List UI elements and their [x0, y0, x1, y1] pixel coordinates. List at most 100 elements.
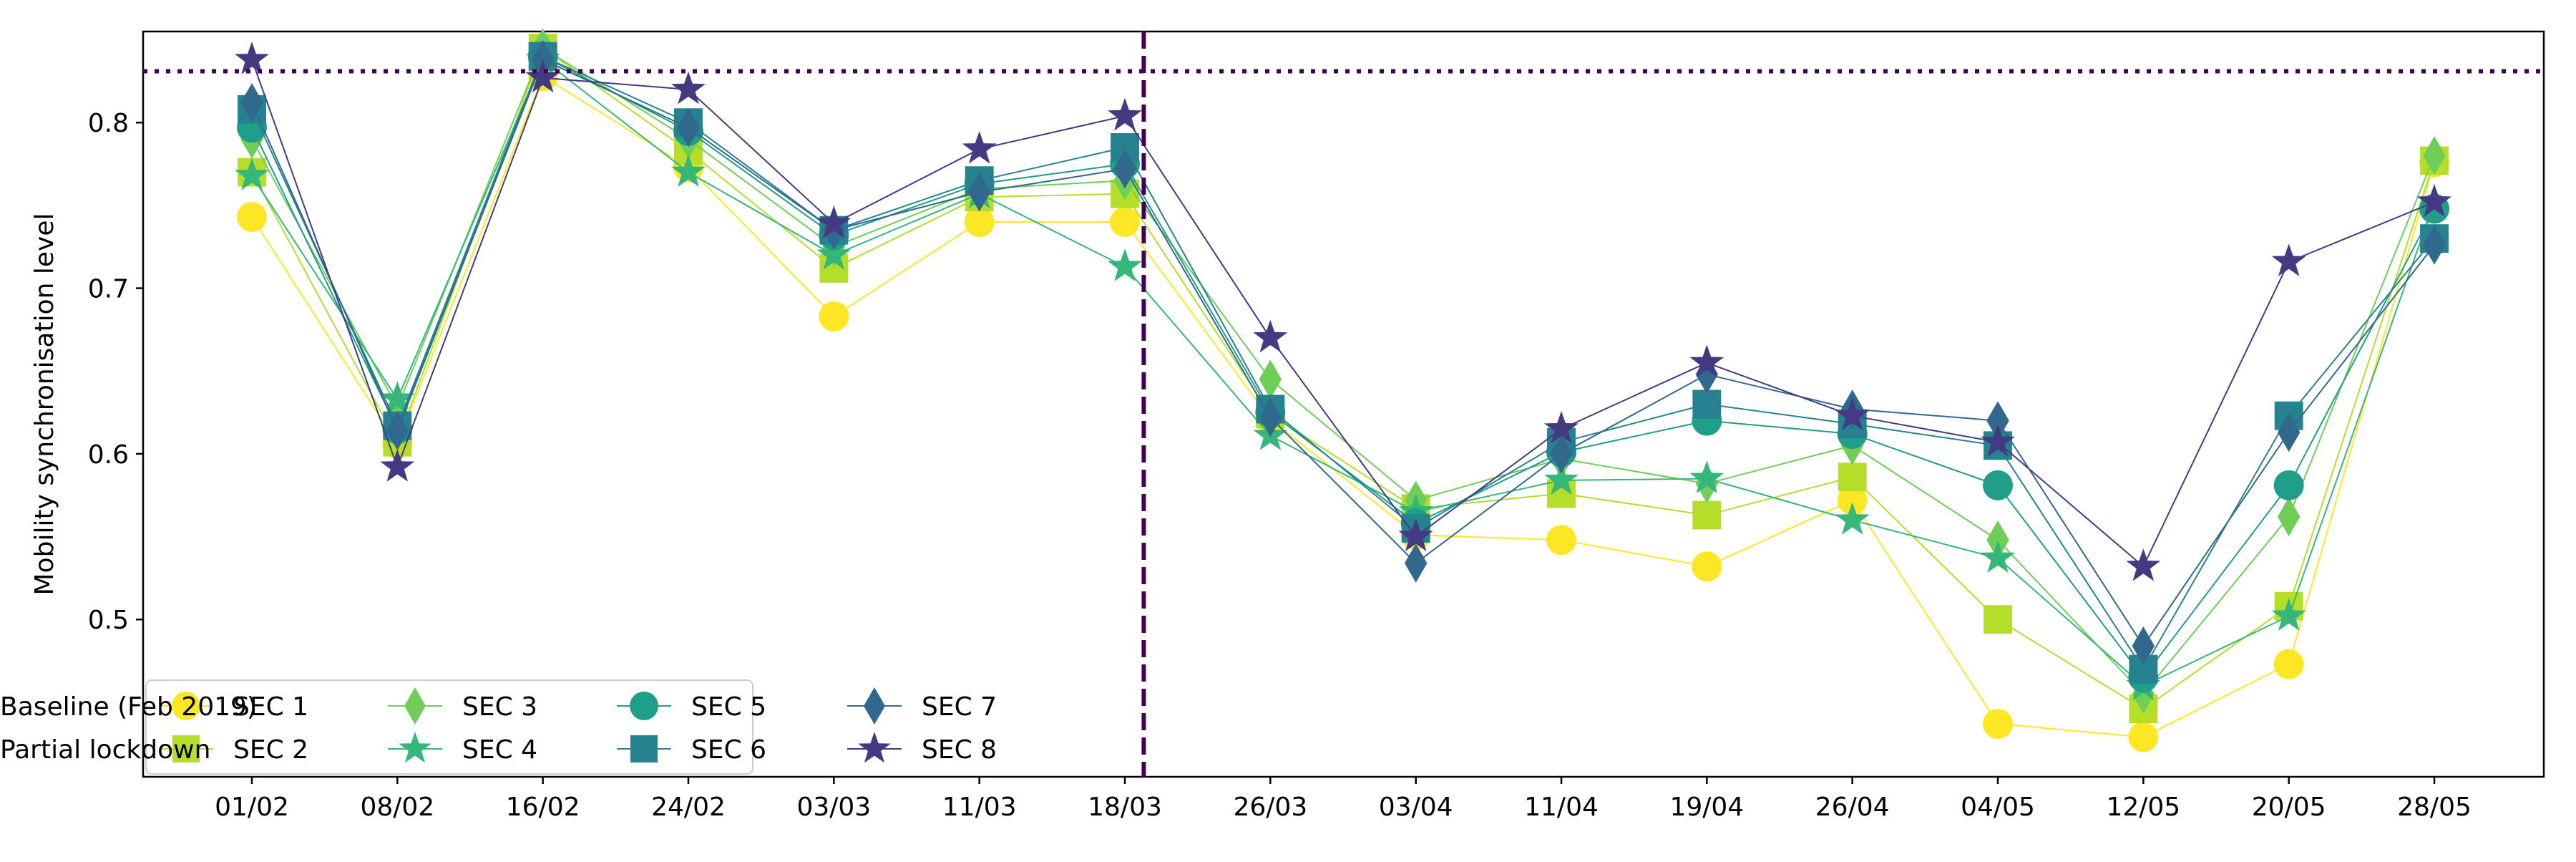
data-point [1110, 207, 1140, 238]
series-line [251, 58, 2435, 648]
data-point [1398, 518, 1433, 551]
data-point [1546, 525, 1576, 556]
legend-item: Baseline (Feb 2019) [0, 692, 257, 722]
series-line [251, 59, 2435, 568]
data-point [1981, 540, 2015, 573]
data-point [1544, 462, 1579, 495]
data-point [1984, 605, 2012, 634]
data-point [2126, 548, 2161, 581]
series-5 [237, 41, 2449, 693]
legend-item: SEC 5 [617, 692, 766, 722]
x-tick-label: 20/05 [2252, 793, 2326, 822]
series-line [251, 55, 2435, 671]
data-point [671, 154, 706, 187]
data-point [1692, 389, 1722, 419]
legend-label: SEC 4 [462, 735, 537, 765]
data-point [1259, 397, 1282, 437]
data-point [1983, 470, 2013, 500]
x-tick-label: 03/03 [796, 793, 871, 822]
legend-item: SEC 6 [617, 735, 766, 765]
legend-marker [399, 732, 431, 763]
x-tick-label: 26/04 [1815, 793, 1890, 822]
data-point [2128, 722, 2159, 752]
data-point [1835, 397, 1870, 431]
legend-label: Baseline (Feb 2019) [0, 692, 257, 722]
legend-item: SEC 1 [159, 692, 308, 722]
data-point [2271, 598, 2306, 631]
data-point [819, 301, 849, 331]
series-1 [237, 61, 2449, 752]
data-point [1550, 434, 1573, 474]
x-tick-label: 11/03 [942, 793, 1017, 822]
data-point [1986, 401, 2009, 440]
data-point [1113, 149, 1136, 189]
legend-marker [404, 687, 426, 725]
y-tick-label: 0.8 [88, 109, 129, 138]
series-4 [235, 42, 2451, 701]
data-point [1108, 97, 1142, 131]
data-point [1692, 551, 1722, 582]
reference-lines-layer [143, 32, 2544, 777]
data-point [525, 59, 560, 93]
legend-item: SEC 2 [159, 735, 308, 765]
data-point [1108, 248, 1142, 281]
data-point [235, 158, 269, 190]
data-point [1835, 502, 1870, 535]
series-line [251, 75, 2435, 738]
series-layer [235, 28, 2451, 752]
legend-marker [630, 735, 658, 762]
legend-item: SEC 7 [847, 687, 997, 725]
plot-frame [142, 30, 2545, 778]
data-point [1259, 359, 1282, 399]
series-7 [240, 40, 2446, 666]
series-line [251, 55, 2435, 679]
data-point [2277, 497, 2301, 537]
x-tick-label: 04/05 [1961, 793, 2035, 822]
data-point [1689, 460, 1724, 493]
legend: SEC 1 SEC 2 SEC 3 SEC 4 SEC 5 SEC 6 SEC 7 SEC 8… [0, 679, 997, 775]
data-point [2423, 226, 2446, 265]
x-tick-label: 28/05 [2397, 793, 2472, 822]
legend-item: Partial lockdown [0, 735, 210, 765]
data-point [1981, 424, 2015, 457]
x-tick-label: 16/02 [506, 793, 580, 822]
data-point [2273, 649, 2304, 679]
axes-layer: 0.5 0.6 0.7 0.8 01/02 08/02 16/02 24/02 03/03 11/… [30, 30, 2545, 822]
data-point [1838, 463, 1867, 492]
data-point [2273, 470, 2304, 500]
legend-item: SEC 3 [388, 687, 537, 725]
legend-marker [864, 687, 885, 725]
legend-label: Partial lockdown [0, 735, 210, 765]
series-6 [238, 42, 2449, 684]
series-line [251, 58, 2435, 687]
y-axis-label: Mobility synchronisation level [30, 213, 59, 596]
legend-marker [172, 692, 200, 720]
legend-label: SEC 7 [922, 692, 997, 722]
data-point [1837, 485, 1868, 515]
x-tick-label: 26/03 [1233, 793, 1307, 822]
legend-item: SEC 8 [847, 732, 997, 765]
legend-label: SEC 3 [462, 692, 537, 722]
y-tick-label: 0.6 [88, 440, 129, 470]
data-point [962, 131, 997, 164]
series-8 [235, 42, 2451, 581]
data-point [2417, 184, 2451, 217]
legend-label: SEC 1 [233, 692, 308, 722]
data-point [967, 173, 991, 212]
series-line [251, 47, 2435, 695]
data-point [531, 40, 555, 79]
data-point [380, 381, 415, 414]
series-line [251, 47, 2435, 710]
series-2 [238, 34, 2449, 724]
data-point [1983, 708, 2013, 739]
legend-marker [172, 735, 200, 762]
data-point [2423, 136, 2446, 175]
data-point [1689, 344, 1724, 378]
data-point [671, 71, 706, 105]
y-tick-label: 0.5 [88, 606, 129, 635]
x-tick-label: 01/02 [215, 793, 289, 822]
x-tick-label: 12/05 [2106, 793, 2180, 822]
x-tick-label: 03/04 [1379, 793, 1453, 822]
